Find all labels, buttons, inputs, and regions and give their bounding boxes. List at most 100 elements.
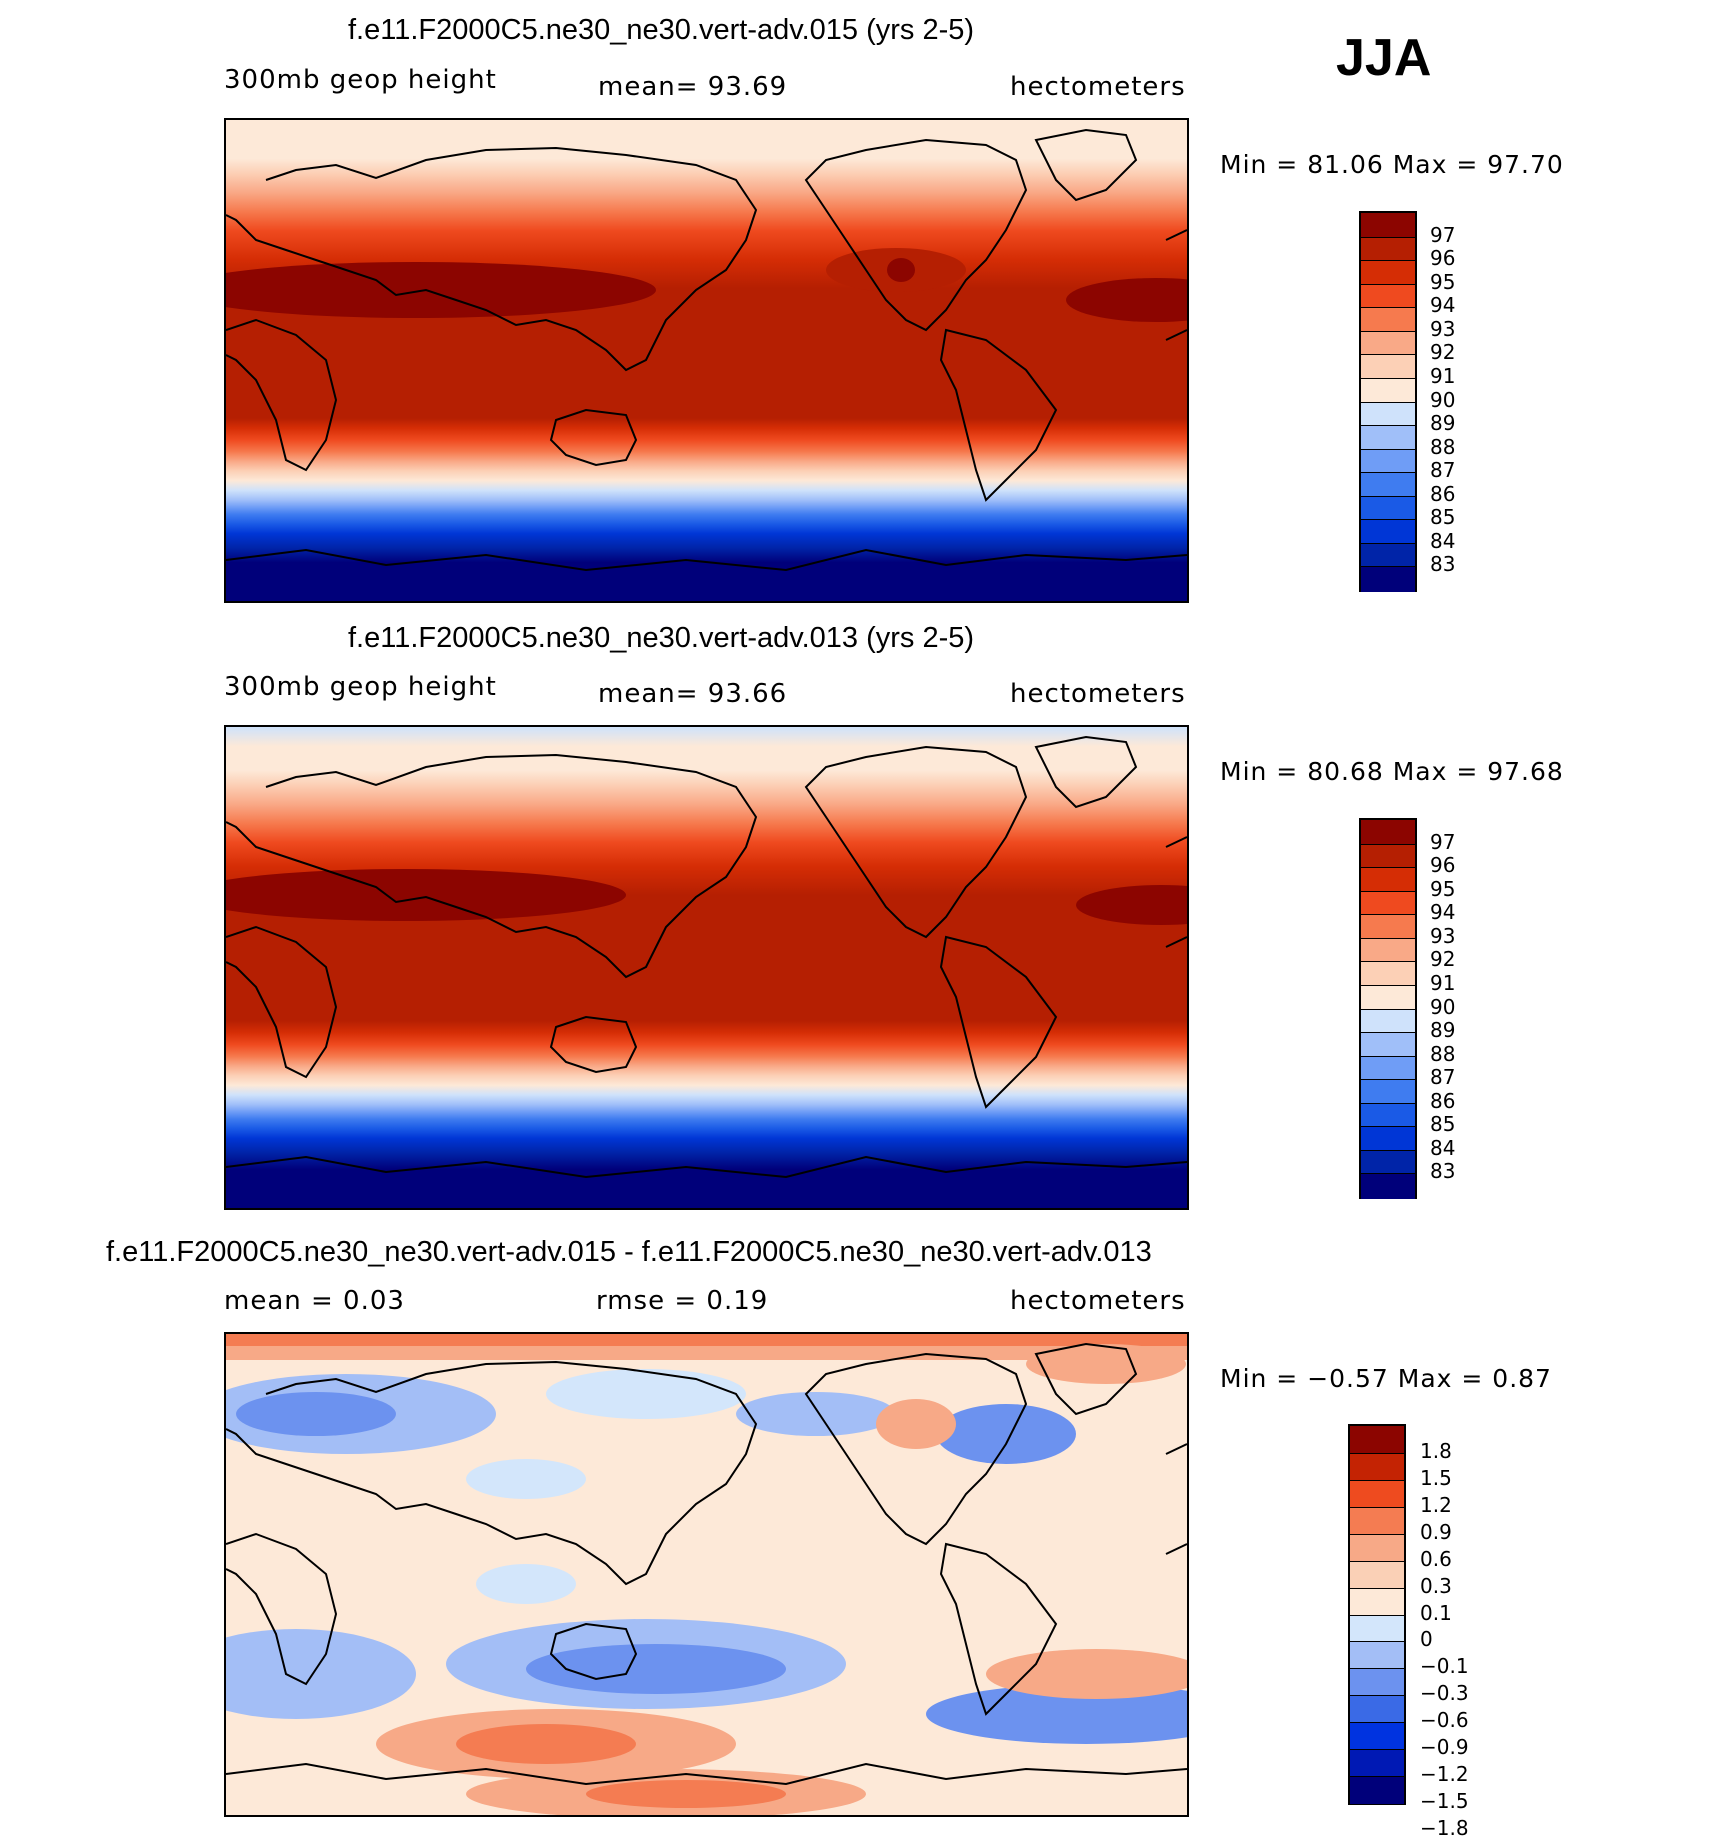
panel3-pos-southern-ocean-core <box>456 1724 636 1764</box>
colorbar-swatch <box>1361 1126 1415 1152</box>
colorbar-swatch <box>1350 1452 1404 1482</box>
colorbar-swatch <box>1361 542 1415 568</box>
colorbar-swatch <box>1361 961 1415 987</box>
colorbar-swatch <box>1350 1722 1404 1751</box>
panel2-map <box>224 725 1189 1210</box>
colorbar-level-label: 90 <box>1430 994 1456 1019</box>
colorbar-swatch <box>1361 330 1415 356</box>
panel3-neg-indonesia <box>476 1564 576 1604</box>
panel3-neg-australia-core <box>526 1644 786 1694</box>
panel1-colorbar-labels: 97 96 95 94 93 92 91 90 89 88 87 86 85 84 83 <box>1430 211 1490 588</box>
panel3-pos-greenland <box>1026 1344 1186 1384</box>
colorbar-swatch <box>1361 354 1415 380</box>
panel1-max-asia <box>226 262 656 318</box>
panel3-rmse-label: rmse = 0.19 <box>596 1286 769 1316</box>
panel1-minmax: Min = 81.06 Max = 97.70 <box>1220 150 1564 179</box>
panel2-coastlines <box>226 735 1187 1179</box>
panel1-units-label: hectometers <box>1010 72 1186 102</box>
colorbar-level-label: 0.1 <box>1420 1600 1452 1625</box>
season-label: JJA <box>1336 29 1432 87</box>
colorbar-level-label: 83 <box>1430 552 1456 577</box>
colorbar-swatch <box>1350 1506 1404 1536</box>
colorbar-swatch <box>1361 260 1415 286</box>
panel3-neg-pacific <box>736 1392 896 1436</box>
panel1-colorbar <box>1359 211 1417 592</box>
colorbar-level-label: 86 <box>1430 1088 1456 1113</box>
panel3-colorbar <box>1348 1424 1406 1805</box>
colorbar-level-label: −0.6 <box>1420 1708 1469 1733</box>
panel2-mean-label: mean= 93.66 <box>598 679 788 709</box>
colorbar-swatch <box>1350 1426 1404 1454</box>
colorbar-level-label: 96 <box>1430 246 1456 271</box>
panel3-neg-drake <box>926 1684 1187 1744</box>
panel2-variable-label: 300mb geop height <box>224 672 497 702</box>
colorbar-swatch <box>1361 867 1415 893</box>
colorbar-level-label: 95 <box>1430 269 1456 294</box>
colorbar-level-label: 92 <box>1430 947 1456 972</box>
colorbar-level-label: 95 <box>1430 876 1456 901</box>
colorbar-level-label: 84 <box>1430 1135 1456 1160</box>
colorbar-level-label: 1.2 <box>1420 1492 1452 1517</box>
colorbar-level-label: 91 <box>1430 970 1456 995</box>
panel3-coastlines <box>226 1342 1187 1786</box>
panel3-colorbar-labels: 1.8 1.5 1.2 0.9 0.6 0.3 0.1 0 −0.1 −0.3 −0.6 −0.9 −1… <box>1420 1424 1490 1840</box>
colorbar-swatch <box>1361 1173 1415 1199</box>
colorbar-level-label: −1.2 <box>1420 1762 1469 1787</box>
panel1-variable-label: 300mb geop height <box>224 65 497 95</box>
panel1-map <box>224 118 1189 603</box>
panel3-pos-antarctica-core <box>586 1780 786 1808</box>
colorbar-swatch <box>1361 1102 1415 1128</box>
colorbar-swatch <box>1361 1032 1415 1058</box>
panel2-units-label: hectometers <box>1010 679 1186 709</box>
colorbar-swatch <box>1361 213 1415 238</box>
panel2-max-asia <box>226 869 626 921</box>
colorbar-swatch <box>1361 820 1415 845</box>
panel3-mean-label: mean = 0.03 <box>224 1286 405 1316</box>
colorbar-level-label: 0.6 <box>1420 1546 1452 1571</box>
panel3-pos-alaska <box>876 1399 956 1449</box>
colorbar-swatch <box>1361 843 1415 869</box>
panel3-neg-namerica <box>936 1404 1076 1464</box>
colorbar-swatch <box>1361 283 1415 309</box>
panel2-title: f.e11.F2000C5.ne30_ne30.vert-adv.013 (yr… <box>348 622 975 654</box>
panel3-minmax: Min = −0.57 Max = 0.87 <box>1220 1364 1552 1393</box>
panel2-field-background <box>226 727 1187 1208</box>
colorbar-swatch <box>1350 1776 1404 1805</box>
colorbar-level-label: 92 <box>1430 340 1456 365</box>
colorbar-level-label: 1.8 <box>1420 1438 1452 1463</box>
colorbar-swatch <box>1361 1055 1415 1081</box>
panel3-title: f.e11.F2000C5.ne30_ne30.vert-adv.015 - f… <box>106 1236 1152 1268</box>
panel3-map <box>224 1332 1189 1817</box>
colorbar-level-label: 88 <box>1430 434 1456 459</box>
colorbar-swatch <box>1350 1614 1404 1643</box>
colorbar-swatch <box>1350 1587 1404 1616</box>
panel3-contour-field <box>226 1334 1187 1815</box>
colorbar-swatch <box>1350 1533 1404 1563</box>
colorbar-swatch <box>1361 890 1415 916</box>
colorbar-level-label: 1.5 <box>1420 1465 1452 1490</box>
panel3-units-label: hectometers <box>1010 1286 1186 1316</box>
colorbar-swatch <box>1350 1560 1404 1590</box>
colorbar-swatch <box>1361 984 1415 1010</box>
colorbar-level-label: −1.8 <box>1420 1815 1469 1840</box>
panel2-max-atlantic <box>1076 885 1187 925</box>
panel1-contour-field <box>226 120 1187 601</box>
colorbar-level-label: −0.3 <box>1420 1681 1469 1706</box>
panel3-neg-siberia <box>546 1369 746 1419</box>
panel2-colorbar-labels: 97 96 95 94 93 92 91 90 89 88 87 86 85 84 83 <box>1430 818 1490 1195</box>
colorbar-level-label: 94 <box>1430 900 1456 925</box>
colorbar-swatch <box>1361 1079 1415 1105</box>
colorbar-level-label: 0.3 <box>1420 1573 1452 1598</box>
panel1-max-namerica <box>887 258 915 282</box>
colorbar-level-label: 0.9 <box>1420 1519 1452 1544</box>
colorbar-level-label: 83 <box>1430 1159 1456 1184</box>
colorbar-swatch <box>1350 1668 1404 1697</box>
colorbar-level-label: 90 <box>1430 387 1456 412</box>
colorbar-level-label: 93 <box>1430 316 1456 341</box>
colorbar-swatch <box>1350 1479 1404 1509</box>
colorbar-level-label: 91 <box>1430 363 1456 388</box>
colorbar-swatch <box>1361 1008 1415 1034</box>
colorbar-level-label: −1.5 <box>1420 1789 1469 1813</box>
colorbar-level-label: −0.9 <box>1420 1735 1469 1760</box>
panel2-contour-field <box>226 727 1187 1208</box>
